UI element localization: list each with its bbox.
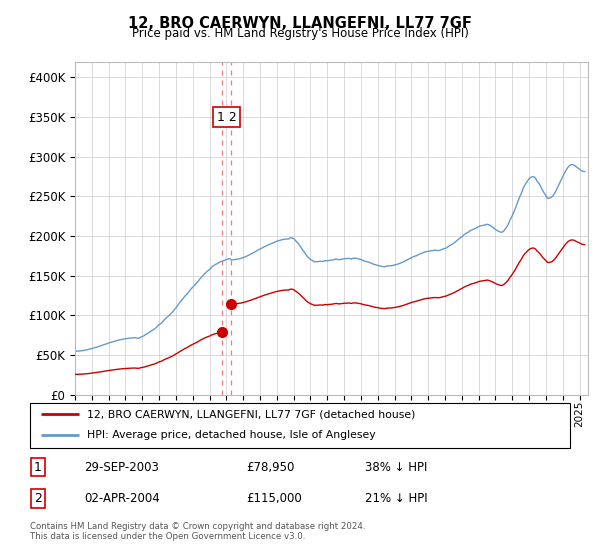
Text: £78,950: £78,950	[246, 461, 295, 474]
Text: 02-APR-2004: 02-APR-2004	[84, 492, 160, 505]
Text: 29-SEP-2003: 29-SEP-2003	[84, 461, 159, 474]
FancyBboxPatch shape	[30, 403, 570, 448]
Text: 38% ↓ HPI: 38% ↓ HPI	[365, 461, 427, 474]
Text: 21% ↓ HPI: 21% ↓ HPI	[365, 492, 427, 505]
Text: 12, BRO CAERWYN, LLANGEFNI, LL77 7GF: 12, BRO CAERWYN, LLANGEFNI, LL77 7GF	[128, 16, 472, 31]
Text: 1: 1	[34, 461, 42, 474]
Text: Contains HM Land Registry data © Crown copyright and database right 2024.
This d: Contains HM Land Registry data © Crown c…	[30, 522, 365, 542]
Text: £115,000: £115,000	[246, 492, 302, 505]
Text: HPI: Average price, detached house, Isle of Anglesey: HPI: Average price, detached house, Isle…	[86, 431, 376, 441]
Text: 2: 2	[34, 492, 42, 505]
Text: 12, BRO CAERWYN, LLANGEFNI, LL77 7GF (detached house): 12, BRO CAERWYN, LLANGEFNI, LL77 7GF (de…	[86, 409, 415, 419]
Text: 1 2: 1 2	[217, 111, 236, 124]
Text: Price paid vs. HM Land Registry's House Price Index (HPI): Price paid vs. HM Land Registry's House …	[131, 27, 469, 40]
